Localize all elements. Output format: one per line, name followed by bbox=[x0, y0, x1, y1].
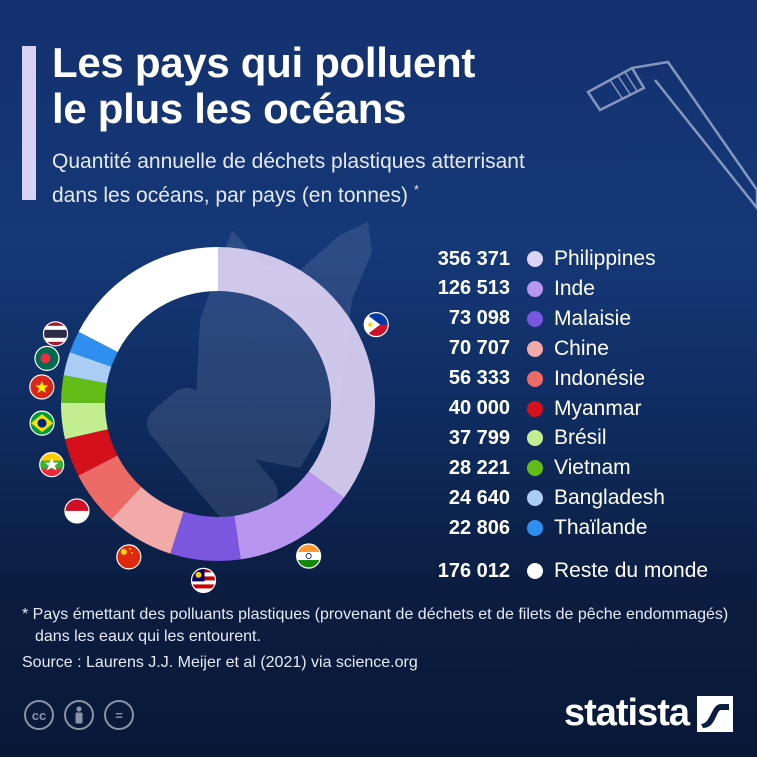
equals-icon[interactable]: = bbox=[104, 700, 134, 730]
legend-item: 73 098 Malaisie bbox=[412, 304, 631, 334]
legend-value: 40 000 bbox=[448, 397, 510, 419]
legend-item: 56 333 Indonésie bbox=[412, 364, 645, 394]
legend-swatch bbox=[527, 460, 543, 477]
statista-logo-icon bbox=[697, 695, 733, 732]
legend-swatch bbox=[527, 520, 543, 537]
title-accent-bar bbox=[22, 46, 36, 200]
legend-item: 126 513 Inde bbox=[412, 274, 595, 304]
donut-slice-reste-du-monde bbox=[78, 247, 218, 352]
legend-label: Myanmar bbox=[554, 396, 642, 420]
legend-swatch bbox=[527, 370, 543, 387]
donut-chart bbox=[61, 247, 375, 561]
legend-label: Bangladesh bbox=[554, 486, 665, 510]
legend-value: 22 806 bbox=[448, 516, 510, 539]
legend-item: 22 806 Thaïlande bbox=[412, 513, 648, 543]
malaysia-flag-icon bbox=[190, 567, 217, 594]
donut-slice-tha-lande bbox=[69, 331, 118, 367]
legend-label: Inde bbox=[554, 276, 595, 300]
brand-name: statista bbox=[563, 692, 690, 734]
legend-label: Indonésie bbox=[554, 366, 646, 390]
legend-item: 40 000 Myanmar bbox=[412, 394, 642, 424]
legend-value: 176 012 bbox=[437, 559, 510, 582]
legend-item: 37 799 Brésil bbox=[412, 423, 607, 453]
footnote: * Pays émettant des polluants plastiques… bbox=[22, 606, 729, 645]
donut-slice-br-sil bbox=[61, 402, 108, 440]
philippines-flag-icon bbox=[363, 312, 389, 338]
legend-value: 70 707 bbox=[448, 337, 510, 360]
legend-swatch bbox=[527, 430, 543, 447]
legend-value: 356 371 bbox=[437, 247, 510, 270]
donut-slice-vietnam bbox=[61, 375, 107, 403]
legend-swatch bbox=[527, 340, 543, 357]
bangladesh-flag-icon bbox=[34, 345, 60, 372]
brand[interactable]: statista bbox=[564, 692, 733, 735]
donut-slice-bangladesh bbox=[63, 352, 112, 384]
legend-value: 37 799 bbox=[448, 426, 510, 449]
donut-slice-chine bbox=[111, 486, 184, 554]
title-line-1: Les pays qui polluent bbox=[52, 39, 476, 86]
cc-icon[interactable]: cc bbox=[24, 700, 54, 730]
legend-value: 56 333 bbox=[448, 367, 510, 390]
legend-swatch bbox=[527, 490, 543, 507]
legend-value: 24 640 bbox=[448, 486, 510, 509]
legend-value: 73 098 bbox=[448, 307, 510, 330]
brazil-flag-icon bbox=[29, 410, 55, 436]
legend-swatch bbox=[527, 280, 543, 297]
subtitle-line-2: dans les océans, par pays (en tonnes) bbox=[52, 184, 409, 207]
legend-label: Malaisie bbox=[554, 306, 632, 330]
license-icons: cc = bbox=[24, 700, 134, 730]
myanmar-flag-icon bbox=[39, 452, 65, 478]
donut-slice-malaisie bbox=[170, 511, 241, 561]
person-icon[interactable] bbox=[64, 700, 94, 730]
legend-value: 126 513 bbox=[437, 277, 510, 300]
legend-label: Reste du monde bbox=[554, 559, 709, 582]
legend-label: Vietnam bbox=[554, 456, 631, 480]
legend-label: Chine bbox=[554, 336, 609, 360]
china-flag-icon bbox=[116, 544, 142, 570]
source-note: Source : Laurens J.J. Meijer et al (2021… bbox=[22, 654, 418, 671]
subtitle-footnote-marker: * bbox=[413, 182, 419, 197]
legend-swatch bbox=[527, 310, 543, 327]
legend-item: 24 640 Bangladesh bbox=[412, 483, 665, 513]
donut-slice-indon-sie bbox=[78, 455, 142, 520]
indonesia-flag-icon bbox=[64, 498, 90, 524]
legend-label: Thaïlande bbox=[554, 516, 648, 540]
legend-item: 28 221 Vietnam bbox=[412, 453, 631, 483]
chart-title: Les pays qui polluent le plus les océans bbox=[52, 40, 475, 132]
legend-value: 28 221 bbox=[448, 456, 510, 479]
vietnam-flag-icon bbox=[29, 374, 55, 400]
title-line-2: le plus les océans bbox=[52, 85, 407, 132]
donut-slice-myanmar bbox=[64, 429, 118, 476]
thailand-flag-icon bbox=[42, 321, 69, 347]
legend-item: 70 707 Chine bbox=[412, 334, 609, 364]
donut-slice-inde bbox=[234, 471, 344, 560]
india-flag-icon bbox=[296, 543, 322, 569]
legend-swatch bbox=[527, 251, 543, 267]
legend-swatch bbox=[527, 400, 543, 417]
chart-subtitle: Quantité annuelle de déchets plastiques … bbox=[52, 148, 692, 210]
legend-label: Brésil bbox=[554, 426, 607, 450]
subtitle-line-1: Quantité annuelle de déchets plastiques … bbox=[52, 150, 525, 173]
legend-swatch bbox=[527, 563, 543, 579]
straw-illustration bbox=[586, 60, 757, 211]
legend-label: Philippines bbox=[554, 247, 656, 270]
legend-item: 356 371 Philippines bbox=[412, 244, 656, 274]
legend-item: 176 012 Reste du monde bbox=[412, 556, 708, 586]
donut-slice-philippines bbox=[218, 247, 375, 498]
country-flags bbox=[29, 312, 389, 594]
